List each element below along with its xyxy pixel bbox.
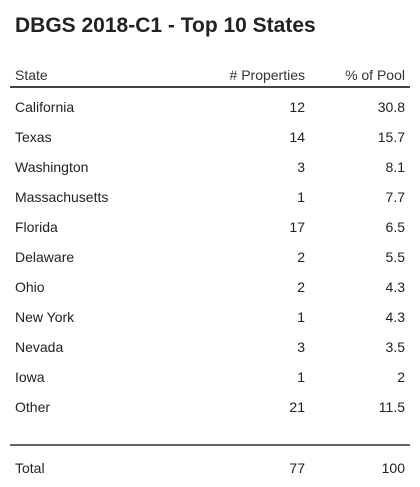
row-properties: 3 xyxy=(297,339,305,355)
row-state: Nevada xyxy=(15,339,64,355)
row-pool: 6.5 xyxy=(385,219,405,235)
row-pool: 4.3 xyxy=(385,279,405,295)
row-state: Massachusetts xyxy=(15,189,109,205)
row-state: Texas xyxy=(15,129,52,145)
table-row: Massachusetts 1 7.7 xyxy=(10,186,410,216)
row-state: California xyxy=(15,99,75,115)
column-header-properties: # Properties xyxy=(229,67,305,83)
table-row: Delaware 2 5.5 xyxy=(10,246,410,276)
row-state: Iowa xyxy=(15,369,45,385)
row-properties: 1 xyxy=(297,189,305,205)
row-state: New York xyxy=(15,309,75,325)
total-pool: 100 xyxy=(381,460,405,476)
table-row: California 12 30.8 xyxy=(10,96,410,126)
row-properties: 17 xyxy=(289,219,305,235)
table-title: DBGS 2018-C1 - Top 10 States xyxy=(15,14,316,37)
table-row: Washington 3 8.1 xyxy=(10,156,410,186)
row-pool: 5.5 xyxy=(385,249,405,265)
total-properties: 77 xyxy=(289,460,305,476)
row-state: Delaware xyxy=(15,249,75,265)
row-properties: 2 xyxy=(297,279,305,295)
total-row: Total 77 100 xyxy=(10,457,410,487)
row-properties: 21 xyxy=(289,399,305,415)
table-row: Other 21 11.5 xyxy=(10,396,410,426)
table-header: State # Properties % of Pool xyxy=(10,64,410,88)
row-pool: 2 xyxy=(397,369,405,385)
table-row: New York 1 4.3 xyxy=(10,306,410,336)
table-row: Iowa 1 2 xyxy=(10,366,410,396)
table-row: Texas 14 15.7 xyxy=(10,126,410,156)
row-properties: 1 xyxy=(297,369,305,385)
row-pool: 30.8 xyxy=(377,99,405,115)
table-row: Florida 17 6.5 xyxy=(10,216,410,246)
total-divider xyxy=(10,444,410,446)
row-properties: 2 xyxy=(297,249,305,265)
column-header-state: State xyxy=(15,67,48,83)
row-pool: 8.1 xyxy=(385,159,405,175)
column-header-pool: % of Pool xyxy=(345,67,405,83)
row-state: Ohio xyxy=(15,279,45,295)
row-properties: 1 xyxy=(297,309,305,325)
row-pool: 4.3 xyxy=(385,309,405,325)
row-state: Other xyxy=(15,399,51,415)
row-pool: 15.7 xyxy=(377,129,405,145)
row-pool: 3.5 xyxy=(385,339,405,355)
row-properties: 14 xyxy=(289,129,305,145)
row-properties: 3 xyxy=(297,159,305,175)
row-pool: 7.7 xyxy=(385,189,405,205)
row-state: Washington xyxy=(15,159,89,175)
row-properties: 12 xyxy=(289,99,305,115)
table-row: Nevada 3 3.5 xyxy=(10,336,410,366)
table-row: Ohio 2 4.3 xyxy=(10,276,410,306)
total-label: Total xyxy=(15,460,45,476)
row-pool: 11.5 xyxy=(378,399,405,415)
row-state: Florida xyxy=(15,219,58,235)
